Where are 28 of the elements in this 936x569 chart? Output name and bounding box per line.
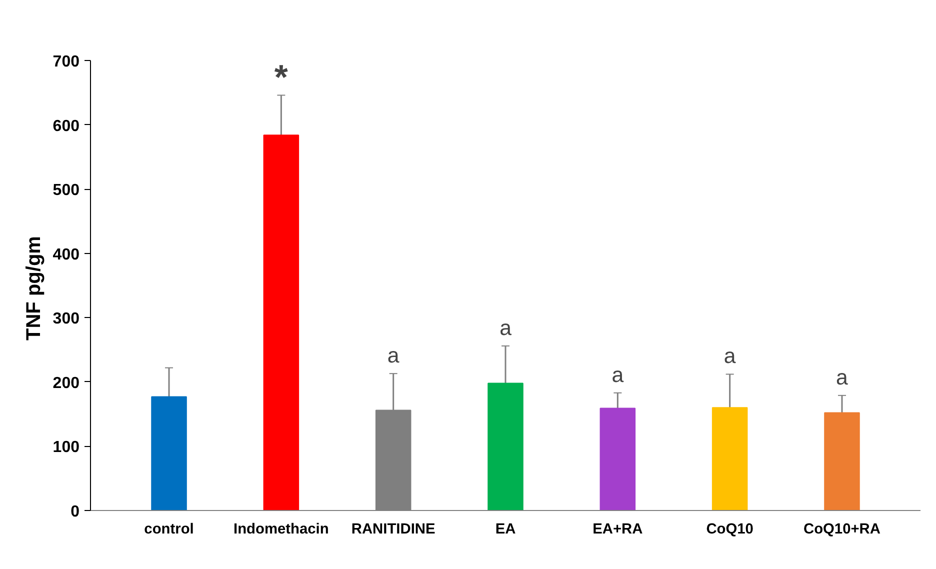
x-tick-label: Indomethacin bbox=[234, 522, 329, 538]
data-label: a bbox=[836, 365, 848, 390]
data-label: a bbox=[612, 362, 624, 387]
y-axis-title: TNF pg/gm bbox=[22, 236, 45, 340]
bar bbox=[824, 412, 860, 510]
data-label: * bbox=[274, 59, 288, 98]
x-tick-label: RANITIDINE bbox=[351, 522, 436, 538]
bar bbox=[263, 134, 300, 510]
bar bbox=[488, 382, 524, 510]
data-label: a bbox=[500, 316, 512, 340]
bar bbox=[600, 408, 636, 510]
x-tick-label: CoQ10 bbox=[706, 522, 754, 538]
data-label: a bbox=[724, 344, 736, 368]
bar bbox=[151, 396, 187, 510]
x-tick-label: control bbox=[144, 522, 194, 538]
y-tick-label: 600 bbox=[52, 118, 80, 135]
bar bbox=[712, 407, 748, 510]
y-tick-label: 700 bbox=[52, 54, 80, 70]
y-tick-label: 200 bbox=[52, 374, 80, 392]
x-tick-label: EA bbox=[495, 522, 516, 538]
x-tick-label: CoQ10+RA bbox=[804, 522, 881, 538]
y-tick-label: 300 bbox=[52, 310, 80, 328]
y-tick-label: 400 bbox=[52, 246, 80, 264]
data-label: a bbox=[387, 344, 400, 368]
y-tick-label: 100 bbox=[52, 439, 80, 456]
x-tick-label: EA+RA bbox=[592, 522, 644, 538]
y-tick-label: 0 bbox=[70, 504, 80, 520]
y-tick-label: 500 bbox=[52, 182, 80, 200]
